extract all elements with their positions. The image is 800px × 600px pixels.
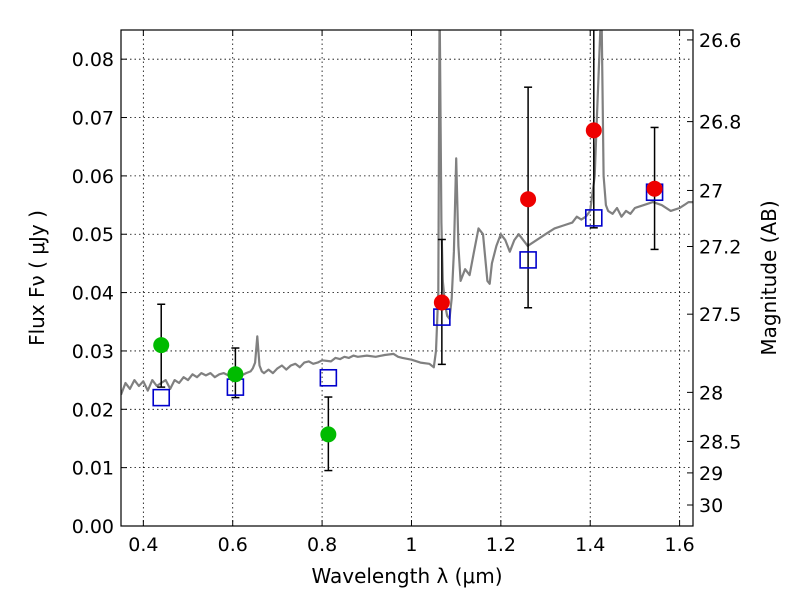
model-square	[519, 251, 537, 269]
y-tick-label: 0.00	[72, 516, 114, 538]
spectrum-line	[121, 30, 693, 396]
axis-ticks: 0.4 0.6 0.8 1 1.2 1.4 1.6 0.00 0.01 0.02 0.03 0.04 0…	[72, 30, 742, 556]
y2-tick-label: 27	[699, 180, 723, 202]
y-tick-label: 0.07	[72, 108, 114, 130]
y-tick-label: 0.04	[72, 283, 114, 305]
y2-tick-label: 26.8	[699, 112, 741, 134]
y2-tick-label: 30	[699, 495, 723, 517]
plot-frame	[120, 29, 694, 527]
y-tick-label: 0.03	[72, 341, 114, 363]
x-axis-label: Wavelength λ (μm)	[311, 564, 502, 588]
red-data-point	[520, 191, 537, 208]
x-tick-label: 1.4	[575, 534, 605, 556]
y2-tick-label: 27.2	[699, 236, 741, 258]
y-tick-label: 0.02	[72, 399, 114, 421]
data-series	[121, 30, 693, 472]
y2-axis-label: Magnitude (AB)	[757, 200, 781, 355]
red-data-point	[433, 294, 450, 311]
model-square	[319, 368, 338, 387]
y-tick-label: 0.05	[72, 224, 114, 246]
y2-tick-label: 28.5	[699, 431, 741, 453]
red-data-point	[585, 122, 602, 139]
red-data-point	[646, 180, 663, 197]
y2-tick-label: 28	[699, 382, 723, 404]
y-tick-label: 0.01	[72, 458, 114, 480]
model-square	[584, 209, 603, 227]
grid-lines	[121, 30, 693, 527]
x-tick-label: 0.8	[307, 534, 337, 556]
green-data-point	[153, 337, 170, 354]
y-axis-label: Flux Fν ( μJy )	[25, 210, 49, 346]
x-tick-label: 1	[405, 534, 417, 556]
y2-tick-label: 26.6	[699, 30, 741, 52]
y-tick-label: 0.08	[72, 49, 114, 71]
y2-tick-label: 29	[699, 463, 723, 485]
y2-tick-label: 27.5	[699, 304, 741, 326]
x-tick-label: 1.2	[486, 534, 516, 556]
green-data-point	[320, 426, 337, 443]
x-tick-label: 1.6	[664, 534, 694, 556]
green-data-point	[227, 366, 244, 383]
y-tick-label: 0.06	[72, 166, 114, 188]
x-tick-label: 0.6	[218, 534, 248, 556]
x-tick-label: 0.4	[128, 534, 158, 556]
model-square	[152, 388, 171, 407]
